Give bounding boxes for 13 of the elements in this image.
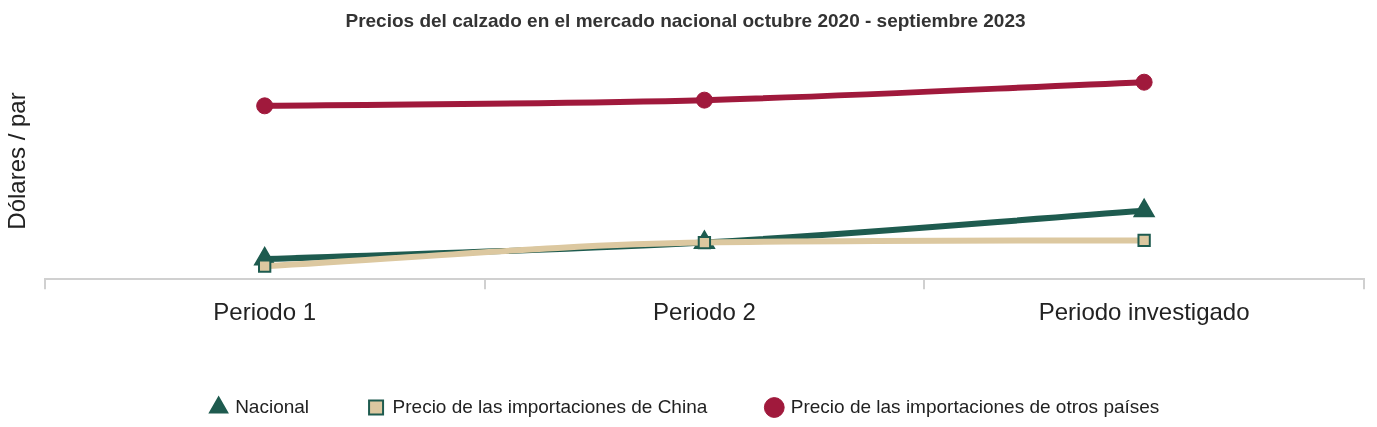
legend-label: Nacional [235, 395, 310, 417]
x-tick-label: Periodo 2 [653, 298, 756, 326]
legend-label: Precio de las importaciones de otros países [790, 395, 1160, 417]
point [695, 91, 713, 109]
x-tick-label: Periodo investigado [1038, 298, 1250, 326]
point [256, 97, 274, 115]
x-tick-label: Periodo 1 [213, 298, 317, 326]
point [258, 259, 272, 273]
point [1135, 73, 1153, 91]
point [1137, 233, 1151, 248]
y-axis-title: Dólares / par [3, 92, 31, 230]
chart-title: Precios del calzado en el mercado nacional octubre 2020 - septiembre 2023 [345, 9, 1026, 31]
legend-label: Precio de las importaciones de China [392, 395, 708, 417]
